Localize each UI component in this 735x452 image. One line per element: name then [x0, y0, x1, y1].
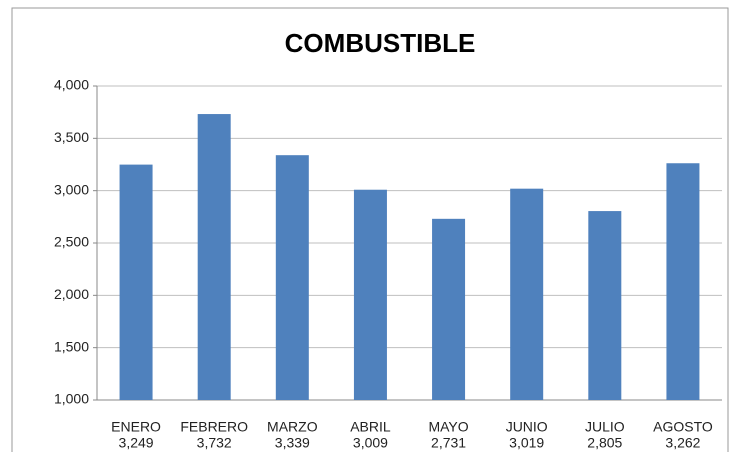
- value-label: 3,339: [275, 435, 310, 451]
- value-label: 3,019: [509, 435, 544, 451]
- x-tick-label: MAYO: [428, 419, 468, 435]
- value-label: 3,249: [119, 435, 154, 451]
- value-label: 2,805: [587, 435, 622, 451]
- value-label: 3,732: [197, 435, 232, 451]
- x-tick-label: JULIO: [585, 419, 625, 435]
- x-tick-label: ABRIL: [350, 419, 391, 435]
- value-label: 3,262: [665, 435, 700, 451]
- y-tick-label: 3,500: [54, 129, 89, 145]
- y-tick-label: 3,000: [54, 181, 89, 197]
- y-tick-label: 4,000: [54, 77, 89, 93]
- y-tick-label: 2,000: [54, 286, 89, 302]
- y-tick-label: 1,500: [54, 338, 89, 354]
- bar: [275, 155, 309, 400]
- bar: [588, 211, 622, 400]
- x-tick-label: FEBRERO: [180, 419, 248, 435]
- value-label: 3,009: [353, 435, 388, 451]
- bar: [197, 114, 231, 401]
- x-tick-label: MARZO: [267, 419, 318, 435]
- chart-title: COMBUSTIBLE: [285, 28, 476, 58]
- x-tick-label: AGOSTO: [653, 419, 713, 435]
- x-tick-label: JUNIO: [506, 419, 548, 435]
- bar: [432, 218, 466, 400]
- bar: [353, 189, 387, 400]
- bar: [510, 188, 544, 400]
- y-tick-label: 1,000: [54, 391, 89, 407]
- value-label: 2,731: [431, 435, 466, 451]
- y-tick-label: 2,500: [54, 234, 89, 250]
- bar: [119, 164, 153, 400]
- x-tick-label: ENERO: [111, 419, 161, 435]
- bar: [666, 163, 700, 400]
